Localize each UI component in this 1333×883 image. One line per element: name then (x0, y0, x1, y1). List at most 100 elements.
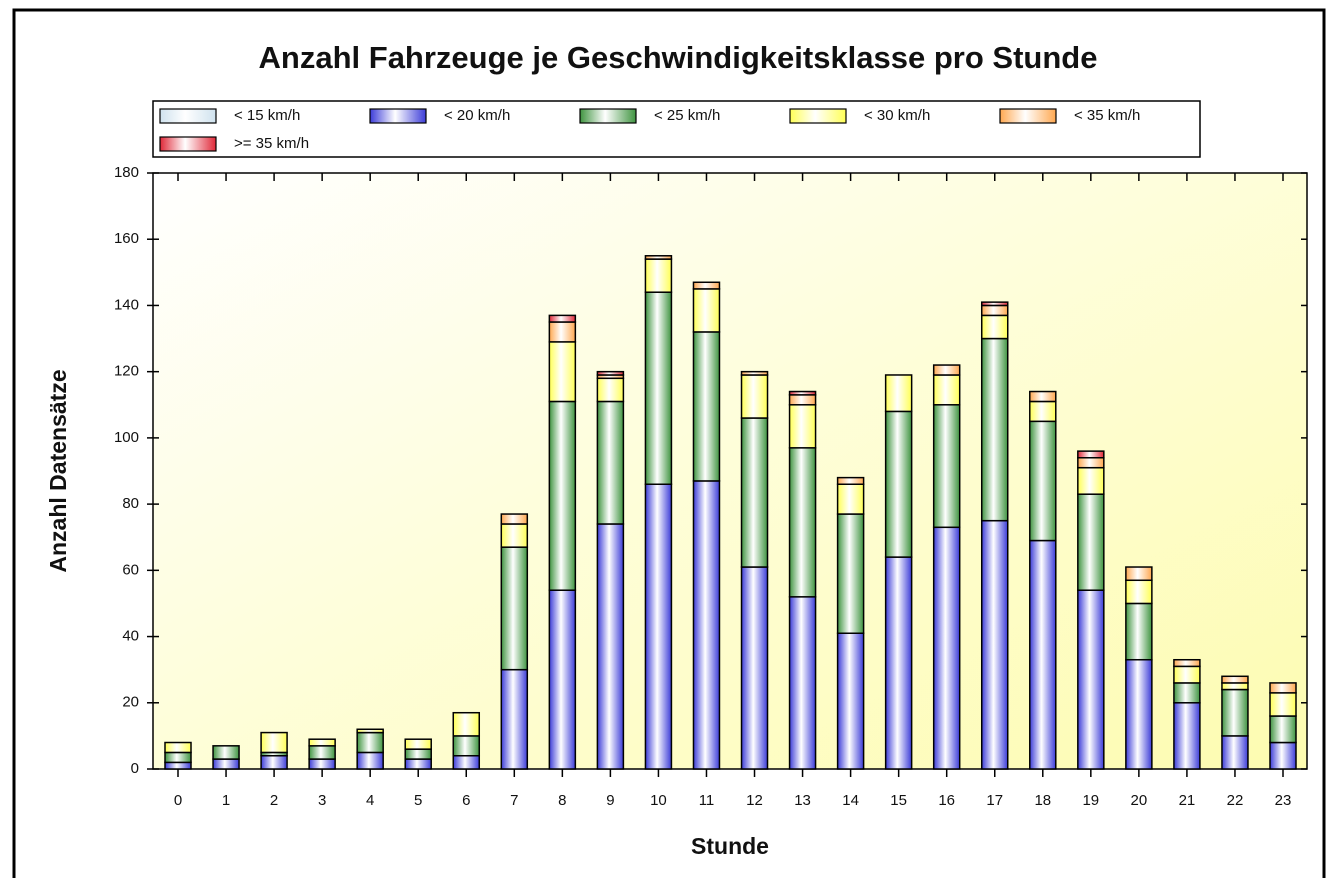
bar-segment (164, 761, 192, 770)
x-tick-label: 23 (1275, 792, 1292, 809)
bar-segment (1269, 682, 1297, 694)
x-tick-label: 8 (558, 792, 566, 809)
x-tick-label: 18 (1034, 792, 1051, 809)
bar-segment (596, 400, 625, 525)
bar-segment (596, 370, 625, 376)
bar-segment (308, 758, 336, 770)
bar-segment (1269, 692, 1297, 717)
bar-segment (884, 556, 913, 770)
legend-swatch (579, 108, 637, 124)
bar-segment (260, 755, 288, 770)
x-tick-label: 0 (174, 792, 182, 809)
bar-segment (740, 566, 769, 770)
x-tick-label: 10 (650, 792, 667, 809)
x-tick-label: 6 (462, 792, 470, 809)
bar-segment (932, 374, 961, 406)
y-axis-title: Anzahl Datensätze (45, 369, 71, 572)
bar-segment (260, 731, 288, 754)
x-tick-label: 11 (699, 792, 715, 809)
legend-label: < 25 km/h (654, 107, 720, 124)
bar-segment (500, 523, 529, 548)
bar-segment (1173, 665, 1201, 684)
bar-segment (164, 741, 192, 754)
legend-label: < 30 km/h (864, 107, 930, 124)
legend-label: < 35 km/h (1074, 107, 1140, 124)
bar-segment (1173, 702, 1201, 770)
bar-segment (788, 596, 817, 770)
bar-segment (692, 281, 721, 290)
bar-segment (356, 751, 384, 770)
legend-swatch (999, 108, 1057, 124)
x-tick-label: 15 (890, 792, 907, 809)
chart-title: Anzahl Fahrzeuge je Geschwindigkeitsklas… (259, 40, 1098, 75)
bar-segment (836, 513, 865, 634)
y-tick-label: 160 (114, 230, 139, 247)
y-tick-label: 100 (114, 429, 139, 446)
bar-segment (548, 589, 577, 770)
bar-segment (308, 738, 336, 747)
x-tick-label: 16 (938, 792, 955, 809)
bar-segment (644, 255, 673, 260)
legend-label: < 20 km/h (444, 107, 510, 124)
x-tick-label: 21 (1179, 792, 1196, 809)
bar-segment (644, 483, 673, 770)
y-tick-label: 60 (122, 561, 139, 578)
bar-segment (788, 404, 817, 449)
bar-segment (1125, 566, 1153, 582)
bar-segment (452, 711, 481, 737)
y-tick-label: 120 (114, 363, 139, 380)
bar-segment (356, 731, 384, 754)
bar-segment (596, 523, 625, 770)
bar-segment (1173, 658, 1201, 668)
x-tick-label: 5 (414, 792, 422, 809)
bar-segment (452, 735, 481, 757)
bar-segment (548, 314, 577, 323)
bar-segment (644, 258, 673, 293)
bar-segment (1029, 390, 1057, 403)
y-tick-label: 40 (122, 628, 139, 645)
bar-segment (884, 374, 913, 413)
bar-segment (1077, 450, 1105, 459)
bar-segment (500, 668, 529, 770)
y-tick-label: 0 (131, 760, 139, 777)
bar-segment (1221, 675, 1249, 684)
bar-segment (788, 394, 817, 406)
legend-swatch (369, 108, 427, 124)
bar-segment (932, 526, 961, 770)
y-tick-label: 180 (114, 164, 139, 181)
x-tick-label: 9 (606, 792, 614, 809)
x-tick-label: 1 (222, 792, 230, 809)
bar-segment (404, 758, 432, 770)
bar-segment (500, 513, 529, 525)
bar-segment (1221, 682, 1249, 691)
bar-segment (1125, 579, 1153, 605)
bar-segment (1221, 688, 1249, 737)
bar-segment (548, 400, 577, 591)
bar-segment (1077, 493, 1105, 591)
x-tick-label: 14 (842, 792, 859, 809)
legend-swatch (789, 108, 847, 124)
legend-swatch (159, 108, 217, 124)
bar-segment (1269, 741, 1297, 770)
bar-segment (692, 331, 721, 482)
x-tick-label: 12 (746, 792, 763, 809)
legend-label: >= 35 km/h (234, 135, 309, 152)
bar-segment (212, 745, 240, 760)
x-tick-label: 7 (510, 792, 518, 809)
x-tick-label: 2 (270, 792, 278, 809)
bar-segment (980, 301, 1009, 307)
bar-segment (740, 417, 769, 568)
legend-swatch (159, 136, 217, 152)
x-tick-label: 17 (986, 792, 1003, 809)
bar-segment (740, 374, 769, 419)
bar-segment (1029, 420, 1057, 542)
bar-segment (980, 304, 1009, 317)
bar-segment (932, 404, 961, 529)
bar-segment (1125, 602, 1153, 661)
bar-segment (164, 751, 192, 764)
bar-segment (884, 410, 913, 558)
bar-segment (404, 748, 432, 760)
bar-segment (1269, 715, 1297, 744)
bar-segment (932, 364, 961, 376)
